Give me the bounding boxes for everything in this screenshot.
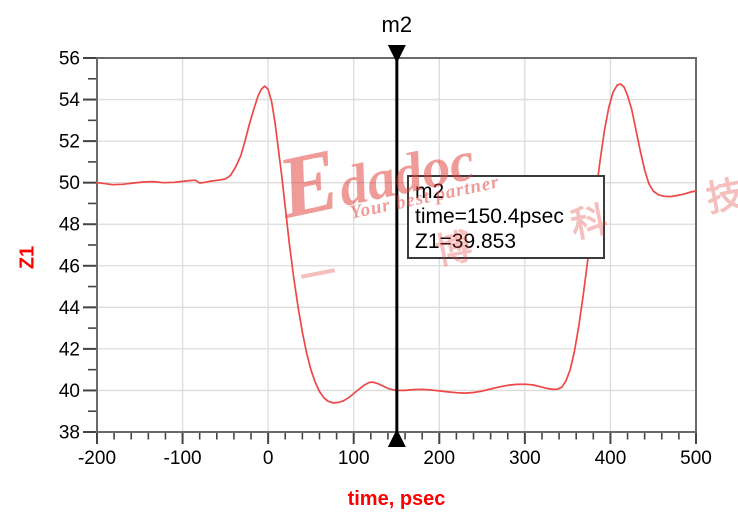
marker-info-time: time=150.4psec <box>415 205 564 228</box>
y-tick-label: 48 <box>59 215 80 236</box>
y-tick-label: 52 <box>59 132 80 153</box>
y-tick-label: 56 <box>59 49 80 70</box>
x-tick-label: 400 <box>595 448 627 469</box>
x-tick-label: 300 <box>509 448 541 469</box>
x-tick-label: -200 <box>78 448 116 469</box>
marker-m2-info-box[interactable]: m2 time=150.4psec Z1=39.853 <box>407 175 605 259</box>
x-axis-title: time, psec <box>347 488 446 510</box>
x-axis-ticks: -200 -100 0 100 200 300 400 500 <box>78 432 712 469</box>
y-tick-label: 42 <box>59 339 80 360</box>
x-tick-label: 0 <box>263 448 274 469</box>
marker-info-value: Z1=39.853 <box>415 230 517 253</box>
y-tick-label: 50 <box>59 173 80 194</box>
y-tick-label: 40 <box>59 381 80 402</box>
y-tick-label: 54 <box>59 90 81 111</box>
x-tick-label: 100 <box>338 448 370 469</box>
marker-top-triangle-icon[interactable] <box>387 45 406 63</box>
x-tick-label: 500 <box>680 448 712 469</box>
x-tick-label: -100 <box>164 448 202 469</box>
marker-info-name: m2 <box>415 180 445 203</box>
y-axis-title: Z1 <box>16 245 39 270</box>
marker-bottom-triangle-icon[interactable] <box>387 429 406 447</box>
x-tick-label: 200 <box>423 448 455 469</box>
y-tick-label: 44 <box>59 298 81 319</box>
y-tick-label: 46 <box>59 256 80 277</box>
z1-trace <box>96 83 697 404</box>
y-tick-label: 38 <box>59 423 80 444</box>
marker-m2-label[interactable]: m2 <box>381 12 413 37</box>
marker-m2[interactable] <box>387 45 406 447</box>
y-axis-ticks: 38 40 42 44 46 48 50 52 54 56 <box>59 49 97 444</box>
